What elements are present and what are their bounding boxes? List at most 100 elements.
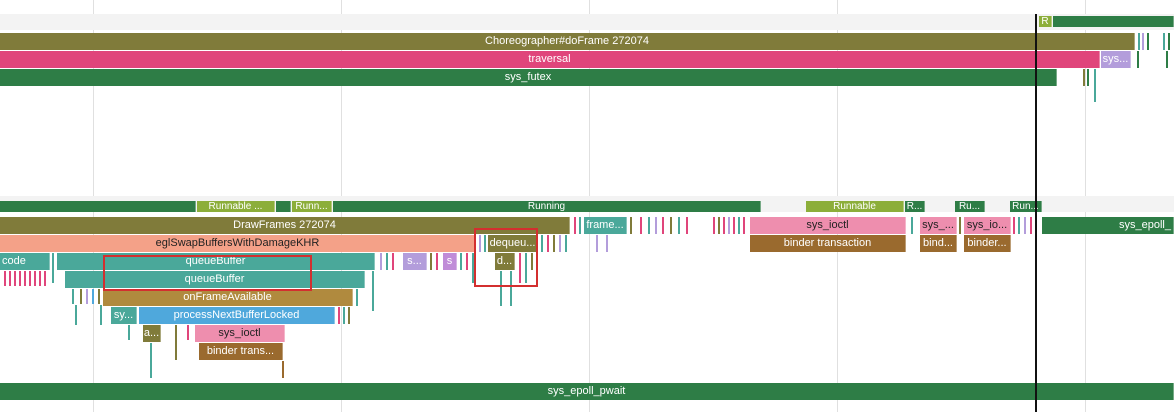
state-running[interactable]: R... (905, 201, 925, 212)
slice-tick[interactable] (1142, 33, 1144, 50)
slice-tick[interactable] (606, 235, 608, 252)
slice-binder-short[interactable]: binder... (964, 235, 1011, 252)
slice-tick[interactable] (86, 289, 88, 304)
slice-tick[interactable] (686, 217, 688, 234)
slice-tick[interactable] (100, 305, 102, 325)
slice-tick[interactable] (1168, 33, 1170, 50)
slice-tick[interactable] (187, 325, 189, 340)
slice-tick[interactable] (1163, 33, 1165, 50)
slice-tick[interactable] (678, 217, 680, 234)
slice-tick[interactable] (541, 235, 543, 252)
slice-tick[interactable] (1087, 69, 1089, 86)
slice-process-next-buffer-locked[interactable]: processNextBufferLocked (139, 307, 335, 324)
slice-tick[interactable] (713, 217, 715, 234)
slice-tick[interactable] (92, 289, 94, 304)
slice-tick[interactable] (1138, 33, 1140, 50)
slice-bind-short[interactable]: bind... (920, 235, 957, 252)
state-running[interactable] (0, 201, 196, 212)
slice-tick[interactable] (29, 271, 31, 286)
slice-tick[interactable] (519, 253, 521, 283)
slice-tick[interactable] (596, 235, 598, 252)
slice-tick[interactable] (559, 235, 561, 252)
slice-tick[interactable] (1166, 51, 1168, 68)
slice-tick[interactable] (1147, 33, 1149, 50)
slice-tick[interactable] (670, 217, 672, 234)
slice-tick[interactable] (579, 217, 581, 234)
slice-tick[interactable] (655, 217, 657, 234)
slice-tick[interactable] (525, 253, 527, 283)
slice-tick[interactable] (500, 271, 502, 306)
slice-queue-buffer[interactable]: queueBuffer (57, 253, 375, 270)
slice-tick[interactable] (380, 253, 382, 270)
slice-tick[interactable] (356, 289, 358, 306)
slice-tick[interactable] (19, 271, 21, 286)
slice-drawframes[interactable]: DrawFrames 272074 (0, 217, 570, 234)
slice-tick[interactable] (743, 217, 745, 234)
slice-egl-swap-buffers[interactable]: eglSwapBuffersWithDamageKHR (0, 235, 476, 252)
slice-tick[interactable] (150, 343, 152, 378)
slice-s-short[interactable]: s... (403, 253, 427, 270)
slice-tick[interactable] (128, 325, 130, 340)
slice-tick[interactable] (723, 217, 725, 234)
slice-tick[interactable] (648, 217, 650, 234)
slice-tick[interactable] (733, 217, 735, 234)
slice-binder-transaction-nested[interactable]: binder trans... (199, 343, 283, 360)
slice-d-short[interactable]: d... (495, 253, 515, 270)
slice-tick[interactable] (472, 253, 474, 283)
slice-dequeue-buffer[interactable]: dequeu... (488, 235, 538, 252)
slice-tick[interactable] (466, 253, 468, 270)
slice-choreographer-doframe[interactable]: Choreographer#doFrame 272074 (0, 33, 1135, 50)
slice-tick[interactable] (718, 217, 720, 234)
slice-binder-transaction[interactable]: binder transaction (750, 235, 906, 252)
slice-sys-epoll[interactable]: sys_epoll_ (1042, 217, 1174, 234)
slice-tick[interactable] (75, 305, 77, 325)
slice-tick[interactable] (343, 307, 345, 324)
state-running[interactable]: Ru... (955, 201, 985, 212)
state-runnable[interactable]: Runnable (806, 201, 904, 212)
slice-queue-buffer-inner[interactable]: queueBuffer (65, 271, 365, 288)
slice-sys-ioctl[interactable]: sys_ioctl (750, 217, 906, 234)
slice-tick[interactable] (460, 253, 462, 270)
slice-tick[interactable] (72, 289, 74, 304)
state-running[interactable]: Running (333, 201, 761, 212)
slice-tick[interactable] (348, 307, 350, 324)
slice-tick[interactable] (565, 235, 567, 252)
slice-sy-short[interactable]: sy... (111, 307, 137, 324)
slice-tick[interactable] (728, 217, 730, 234)
slice-tick[interactable] (175, 325, 177, 360)
slice-tick[interactable] (338, 307, 340, 324)
state-runnable[interactable]: Runn... (292, 201, 332, 212)
slice-tick[interactable] (547, 235, 549, 252)
slice-tick[interactable] (386, 253, 388, 270)
slice-tick[interactable] (436, 253, 438, 270)
slice-sys-short[interactable]: sys... (1101, 51, 1131, 68)
slice-tick[interactable] (1137, 51, 1139, 68)
slice-s[interactable]: s (443, 253, 457, 270)
slice-tick[interactable] (1030, 217, 1032, 234)
slice-tick[interactable] (44, 271, 46, 286)
slice-tick[interactable] (640, 217, 642, 234)
slice-sys-short[interactable]: sys_... (920, 217, 957, 234)
slice-sys-io[interactable]: sys_io... (964, 217, 1011, 234)
slice-tick[interactable] (430, 253, 432, 270)
main-thread-state-running-bar[interactable] (1053, 16, 1174, 27)
slice-tick[interactable] (630, 217, 632, 234)
slice-traversal[interactable]: traversal (0, 51, 1100, 68)
slice-tick[interactable] (14, 271, 16, 286)
slice-tick[interactable] (510, 271, 512, 306)
state-runnable[interactable]: Runnable ... (197, 201, 275, 212)
slice-tick[interactable] (1094, 69, 1096, 102)
slice-tick[interactable] (574, 217, 576, 234)
slice-tick[interactable] (479, 235, 481, 252)
slice-tick[interactable] (484, 235, 486, 252)
slice-tick[interactable] (1024, 217, 1026, 234)
slice-tick[interactable] (662, 217, 664, 234)
slice-sys-futex[interactable]: sys_futex (0, 69, 1057, 86)
slice-tick[interactable] (24, 271, 26, 286)
slice-tick[interactable] (959, 217, 961, 234)
slice-tick[interactable] (738, 217, 740, 234)
slice-tick[interactable] (52, 253, 54, 283)
slice-tick[interactable] (1013, 217, 1015, 234)
slice-a-short[interactable]: a... (143, 325, 161, 342)
